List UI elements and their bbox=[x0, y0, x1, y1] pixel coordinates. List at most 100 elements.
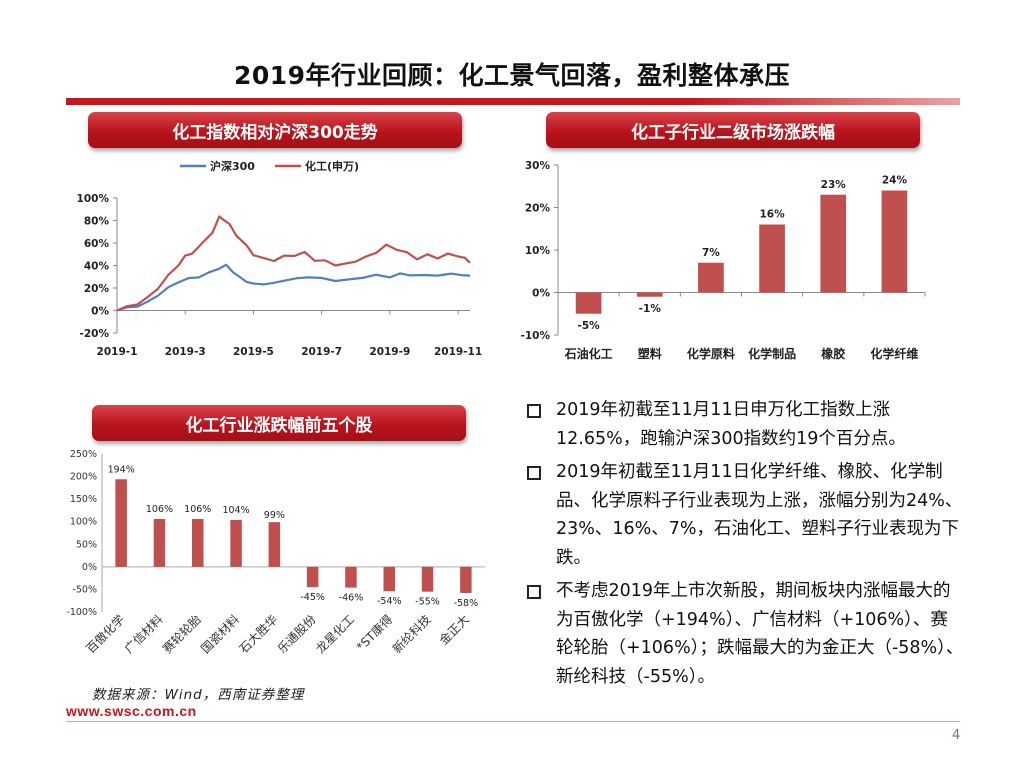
y-tick-label: 50% bbox=[76, 539, 97, 550]
bar bbox=[306, 566, 319, 588]
x-category-label: 化学原料 bbox=[687, 346, 735, 361]
subindustry-bar-chart: 30% 20% 10% 0% -10% 石油化工 塑料 化学原料 化学制品 橡胶 化学纤维 -5% -… bbox=[521, 160, 926, 361]
x-category-label: 百傲化学 bbox=[83, 612, 128, 657]
y-tick-label: 40% bbox=[84, 261, 110, 273]
legend-label: 沪深300 bbox=[210, 159, 255, 173]
x-category-label: 橡胶 bbox=[821, 346, 845, 361]
x-tick-label: 2019-9 bbox=[369, 346, 410, 358]
data-label: 106% bbox=[184, 504, 211, 515]
data-label: -45% bbox=[300, 592, 325, 603]
bullet-item: 2019年初截至11月11日申万化工指数上涨12.65%，跑输沪深300指数约1… bbox=[524, 396, 964, 453]
bar bbox=[192, 519, 204, 567]
top-stocks-header: 化工行业涨跌幅前五个股 bbox=[92, 405, 466, 441]
y-tick-label: 30% bbox=[525, 160, 551, 172]
data-label: 16% bbox=[760, 209, 786, 221]
x-category-label: 石大胜华 bbox=[236, 612, 281, 657]
series-line-chem bbox=[116, 215, 471, 312]
data-source-note: 数据来源：Wind，西南证券整理 bbox=[92, 687, 305, 703]
x-category-label: 广信材料 bbox=[122, 612, 166, 656]
bar bbox=[153, 519, 166, 567]
y-tick-label: 150% bbox=[70, 494, 97, 505]
x-category-label: *ST康得 bbox=[353, 612, 395, 654]
x-tick-label: 2019-1 bbox=[97, 346, 138, 358]
y-tick-label: -100% bbox=[66, 607, 97, 618]
bar bbox=[230, 519, 242, 567]
y-tick-label: -20% bbox=[80, 328, 110, 340]
y-tick-label: 80% bbox=[84, 216, 110, 228]
x-tick-label: 2019-11 bbox=[434, 346, 482, 358]
data-label: 7% bbox=[702, 247, 720, 259]
title-divider bbox=[66, 98, 960, 105]
y-tick-label: -50% bbox=[72, 584, 97, 595]
bar bbox=[759, 224, 785, 293]
data-label: -46% bbox=[339, 593, 364, 604]
x-category-label: 化学制品 bbox=[748, 346, 796, 361]
data-label: -1% bbox=[639, 303, 662, 315]
y-tick-label: 0% bbox=[91, 306, 109, 318]
bar bbox=[636, 292, 663, 297]
x-category-label: 塑料 bbox=[638, 346, 662, 361]
bullet-text: 不考虑2019年上市次新股，期间板块内涨幅最大的为百傲化学（+194%）、广信材… bbox=[556, 581, 964, 687]
bar bbox=[268, 522, 281, 567]
legend-label: 化工(申万) bbox=[305, 159, 359, 173]
bar bbox=[383, 566, 395, 592]
data-label: 104% bbox=[222, 505, 249, 516]
index-trend-header: 化工指数相对沪深300走势 bbox=[88, 112, 462, 148]
x-category-label: 龙星化工 bbox=[313, 612, 357, 656]
y-tick-label: 250% bbox=[70, 449, 97, 460]
data-label: 23% bbox=[821, 179, 847, 191]
summary-bullets: 2019年初截至11月11日申万化工指数上涨12.65%，跑输沪深300指数约1… bbox=[524, 396, 964, 696]
y-tick-label: 200% bbox=[70, 472, 97, 483]
bullet-text: 2019年初截至11月11日化学纤维、橡胶、化学制品、化学原料子行业表现为上涨，… bbox=[556, 462, 963, 568]
y-tick-label: 0% bbox=[82, 562, 97, 573]
y-tick-label: 0% bbox=[532, 288, 550, 300]
y-tick-label: 100% bbox=[77, 193, 110, 205]
x-category-label: 新纶科技 bbox=[389, 612, 434, 657]
bar bbox=[820, 194, 847, 293]
page-number: 4 bbox=[952, 728, 961, 743]
bar bbox=[698, 262, 724, 293]
bar bbox=[115, 479, 127, 567]
x-category-label: 赛轮轮胎 bbox=[159, 612, 204, 657]
bullet-item: 2019年初截至11月11日化学纤维、橡胶、化学制品、化学原料子行业表现为上涨，… bbox=[524, 458, 964, 572]
y-tick-label: 10% bbox=[525, 245, 551, 257]
x-category-label: 乐通股份 bbox=[275, 612, 319, 656]
bar bbox=[345, 566, 357, 588]
y-tick-label: 20% bbox=[84, 283, 110, 295]
x-category-label: 化学纤维 bbox=[870, 346, 918, 361]
bar bbox=[460, 566, 472, 594]
y-tick-label: 60% bbox=[84, 238, 110, 250]
footer-divider bbox=[66, 721, 960, 722]
y-tick-label: 20% bbox=[525, 203, 551, 215]
data-label: 99% bbox=[264, 510, 285, 521]
index-trend-chart: 100% 80% 60% 40% 20% 0% -20% 2019-1 2019-3 2019-5… bbox=[77, 159, 483, 358]
x-tick-label: 2019-7 bbox=[301, 346, 342, 358]
subindustry-header: 化工子行业二级市场涨跌幅 bbox=[546, 112, 920, 148]
website-link[interactable]: www.swsc.com.cn bbox=[66, 703, 197, 719]
y-tick-label: 100% bbox=[70, 517, 97, 528]
data-label: 24% bbox=[882, 175, 908, 187]
slide-title: 2019年行业回顾：化工景气回落，盈利整体承压 bbox=[233, 61, 791, 90]
y-tick-label: -10% bbox=[521, 330, 551, 342]
bullet-text: 2019年初截至11月11日申万化工指数上涨12.65%，跑输沪深300指数约1… bbox=[556, 400, 906, 449]
x-category-label: 国瓷材料 bbox=[198, 612, 242, 656]
bullet-square-icon bbox=[527, 466, 541, 480]
data-label: 106% bbox=[146, 504, 173, 515]
data-label: -55% bbox=[415, 597, 440, 608]
bar bbox=[575, 292, 602, 314]
series-line-hs300 bbox=[116, 263, 471, 312]
bar bbox=[421, 566, 434, 592]
x-category-label: 金正大 bbox=[436, 612, 472, 648]
data-label: -54% bbox=[377, 596, 402, 607]
bullet-square-icon bbox=[527, 404, 541, 418]
bullet-square-icon bbox=[527, 585, 541, 599]
x-category-label: 石油化工 bbox=[564, 346, 613, 361]
data-label: -58% bbox=[454, 598, 479, 609]
data-label: 194% bbox=[108, 464, 135, 475]
data-label: -5% bbox=[577, 320, 600, 332]
top-stocks-bar-chart: 250% 200% 150% 100% 50% 0% -50% -100%百傲化学广信材料赛轮… bbox=[66, 449, 485, 657]
bar bbox=[881, 190, 908, 293]
x-tick-label: 2019-3 bbox=[165, 346, 206, 358]
bullet-item: 不考虑2019年上市次新股，期间板块内涨幅最大的为百傲化学（+194%）、广信材… bbox=[524, 577, 964, 691]
x-tick-label: 2019-5 bbox=[233, 346, 274, 358]
